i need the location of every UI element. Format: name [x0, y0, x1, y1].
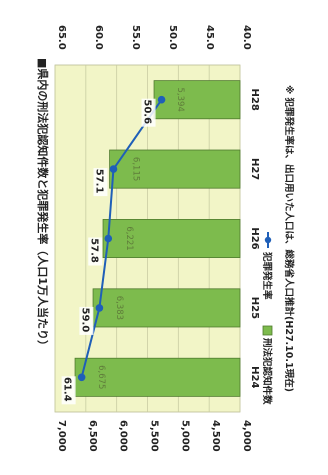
legend: 刑法犯認知件数 犯罪発生率 — [261, 232, 273, 405]
legend-label-line: 犯罪発生率 — [261, 251, 273, 300]
rate-label-bg — [79, 306, 94, 335]
category-label: H27 — [249, 158, 260, 180]
legend-swatch-bar — [262, 325, 273, 336]
right-tick-label: 45.0 — [204, 25, 215, 50]
bar — [102, 219, 241, 258]
left-tick-label: 4,500 — [210, 420, 221, 452]
right-tick-label: 65.0 — [56, 25, 67, 50]
bar-value-label: 6,221 — [124, 226, 134, 250]
rate-value-label: 50.6 — [142, 99, 153, 124]
bar-value-label: 5,394 — [175, 88, 185, 112]
right-tick-label: 60.0 — [93, 25, 104, 50]
left-tick-label: 5,000 — [179, 420, 190, 452]
bar — [153, 80, 241, 120]
rate-marker — [95, 304, 104, 312]
right-tick-label: 40.0 — [241, 25, 252, 50]
category-label: H25 — [249, 297, 260, 319]
rate-marker — [104, 234, 113, 243]
left-tick-label: 6,500 — [87, 420, 98, 452]
legend-label-bar: 刑法犯認知件数 — [261, 338, 273, 405]
category-labels: H24 H25 H26 H27 H28 — [249, 89, 260, 389]
category-label: H24 — [249, 366, 260, 388]
bar — [92, 288, 241, 328]
left-tick-label: 4,000 — [241, 420, 252, 452]
rate-label-bg — [61, 376, 76, 405]
bar — [74, 357, 241, 397]
bar-value-label: 6,115 — [131, 157, 141, 181]
line-series: 61.4 59.0 57.8 57.1 50.6 — [61, 95, 166, 405]
rate-label-bg — [93, 168, 108, 197]
right-axis: 40.0 45.0 50.0 55.0 60.0 65.0 — [56, 25, 252, 50]
legend-swatch-marker — [264, 236, 272, 244]
chart-note: ※ 犯罪発生率は、出口用いた人口は、総務省人口推計(H27.10.1現在) — [283, 85, 295, 392]
bar-value-labels: 6,675 6,383 6,221 6,115 5,394 — [96, 88, 185, 390]
left-tick-label: 5,500 — [149, 420, 160, 452]
rate-label-bg — [141, 98, 156, 127]
left-tick-label: 6,000 — [118, 420, 129, 452]
rate-value-label: 61.4 — [62, 377, 73, 402]
rate-marker — [157, 95, 166, 104]
rate-value-label: 57.8 — [88, 238, 99, 263]
category-label: H26 — [249, 227, 260, 249]
rate-value-label: 59.0 — [79, 308, 90, 333]
rate-value-label: 57.1 — [93, 169, 104, 194]
left-axis: 4,000 4,500 5,000 5,500 6,000 6,500 7,000 — [56, 420, 252, 452]
chart-title: ■県内の刑法犯認知件数と犯罪発生率（人口1万人当たり） — [36, 58, 50, 351]
category-label: H28 — [249, 89, 260, 111]
bar-series — [74, 80, 241, 397]
bar — [109, 149, 241, 189]
bar-value-label: 6,383 — [114, 296, 124, 320]
bar-value-label: 6,675 — [96, 365, 106, 389]
right-tick-label: 55.0 — [130, 25, 141, 50]
left-tick-label: 7,000 — [56, 420, 67, 452]
right-tick-label: 50.0 — [167, 25, 178, 50]
rate-marker — [109, 165, 118, 173]
rate-label-bg — [88, 237, 103, 266]
rate-marker — [77, 373, 86, 382]
